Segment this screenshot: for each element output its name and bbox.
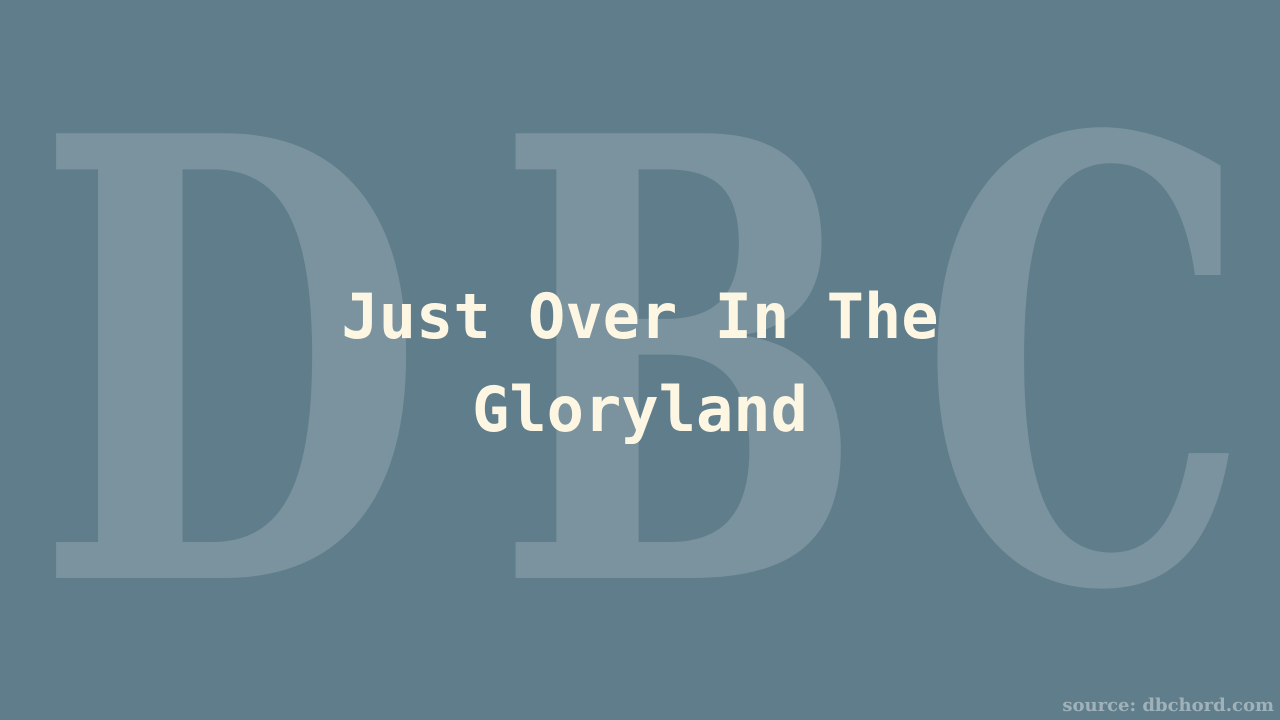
- source-credit: source: dbchord.com: [1062, 695, 1274, 716]
- song-title: Just Over In The Gloryland: [0, 270, 1280, 456]
- song-title-line-2: Gloryland: [472, 373, 808, 446]
- song-title-line-1: Just Over In The: [341, 280, 939, 353]
- watermark-letter-b: B: [495, 5, 865, 720]
- watermark-letter-c: C: [920, 7, 1250, 720]
- watermark-letter-d: D: [35, 5, 425, 720]
